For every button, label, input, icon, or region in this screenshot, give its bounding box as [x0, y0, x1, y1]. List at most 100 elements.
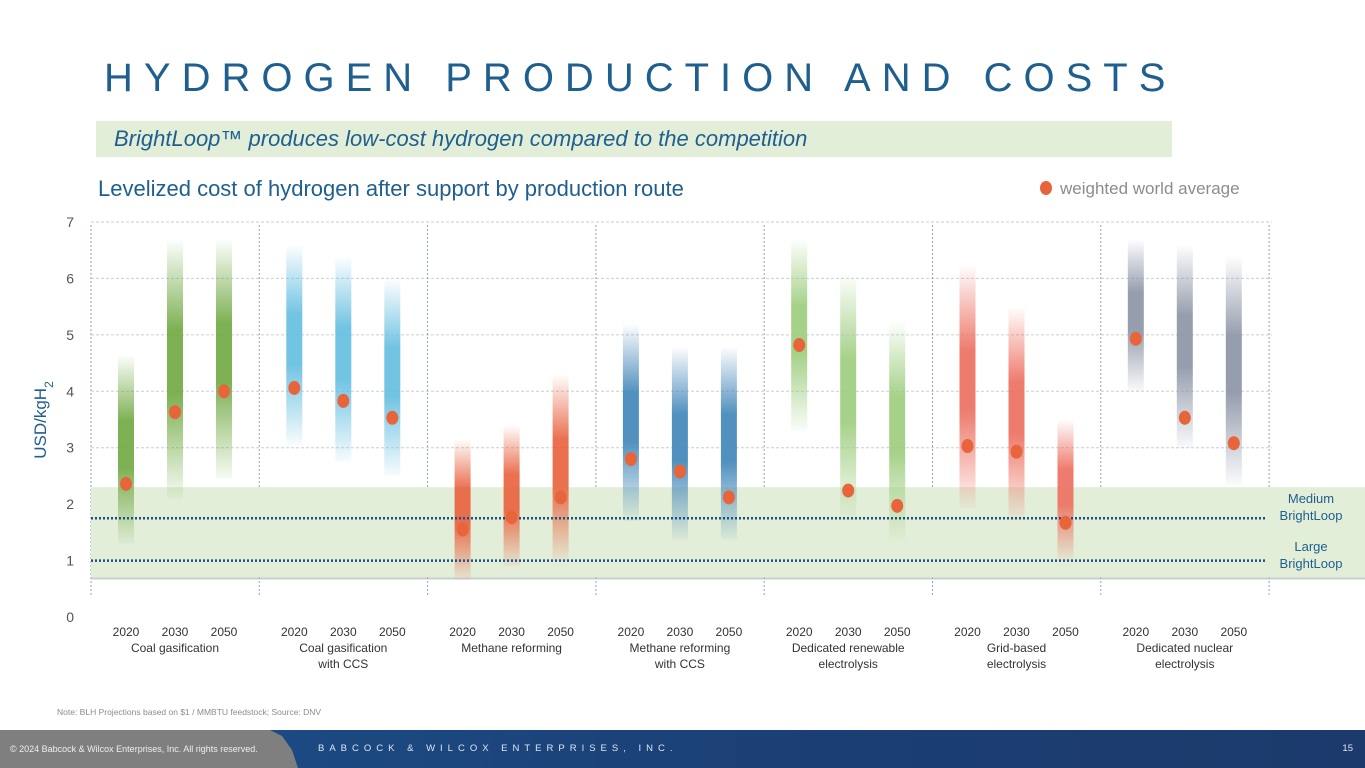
year-tick-label: 2020 [449, 625, 476, 639]
year-tick-label: 2050 [884, 625, 911, 639]
year-tick-label: 2050 [1220, 625, 1247, 639]
year-tick-label: 2030 [1171, 625, 1198, 639]
subtitle-text: BrightLoop™ produces low-cost hydrogen c… [114, 126, 808, 151]
range-bar [503, 425, 520, 567]
average-dot [505, 510, 518, 525]
category-label: Coal gasification [299, 641, 387, 655]
range-bar [1008, 306, 1025, 520]
average-dot [793, 338, 806, 353]
year-tick-label: 2020 [113, 625, 140, 639]
y-axis-label-subscript: 2 [42, 381, 56, 388]
range-bar [671, 346, 688, 540]
subtitle-banner: BrightLoop™ produces low-cost hydrogen c… [96, 121, 1172, 157]
average-dot [842, 483, 855, 498]
source-note: Note: BLH Projections based on $1 / MMBT… [57, 707, 322, 717]
label-line: Medium [1287, 491, 1335, 506]
category-label: Grid-based [987, 641, 1046, 655]
year-tick-label: 2050 [1052, 625, 1079, 639]
category-label: electrolysis [819, 657, 878, 671]
year-tick-label: 2020 [954, 625, 981, 639]
year-tick-label: 2030 [1003, 625, 1030, 639]
range-bar [1176, 244, 1193, 448]
legend-dot-icon [1040, 181, 1052, 195]
range-bar [216, 238, 232, 479]
average-dot [218, 384, 230, 399]
label-line: BrightLoop [1279, 556, 1343, 571]
average-dot [456, 522, 469, 537]
range-bar [791, 238, 808, 431]
category-label: Methane reforming [630, 641, 731, 655]
company-name: BABCOCK & WILCOX ENTERPRISES, INC. [318, 743, 678, 754]
y-tick-label: 4 [66, 383, 74, 399]
average-dot [386, 410, 399, 425]
average-dot [337, 393, 350, 408]
year-tick-label: 2020 [618, 625, 645, 639]
range-bar [1127, 238, 1144, 392]
range-bar [384, 278, 401, 476]
average-dot [1178, 410, 1191, 425]
y-tick-label: 2 [66, 496, 74, 512]
year-tick-label: 2030 [330, 625, 357, 639]
page-number: 15 [1342, 743, 1353, 754]
year-tick-label: 2050 [547, 625, 574, 639]
range-bar [1057, 419, 1074, 561]
year-tick-label: 2030 [498, 625, 525, 639]
y-tick-label: 5 [66, 327, 74, 343]
category-label: Coal gasification [131, 641, 219, 655]
large-brightloop-label: Large BrightLoop [1266, 538, 1356, 572]
average-dot [673, 464, 686, 479]
copyright: © 2024 Babcock & Wilcox Enterprises, Inc… [10, 744, 258, 754]
range-bar [167, 238, 183, 499]
category-label: electrolysis [1155, 657, 1214, 671]
y-tick-label: 3 [66, 440, 74, 456]
range-bar [118, 354, 134, 544]
range-bar [840, 272, 857, 520]
category-label: Dedicated renewable [792, 641, 905, 655]
average-dot [722, 490, 735, 505]
average-dot [891, 498, 904, 513]
average-dot [120, 476, 132, 491]
y-tick-label: 0 [66, 609, 74, 625]
page-title: HYDROGEN PRODUCTION AND COSTS [104, 56, 1177, 100]
range-bar [454, 439, 471, 581]
y-tick-label: 7 [66, 214, 74, 230]
range-bar [1225, 255, 1242, 485]
medium-brightloop-label: Medium BrightLoop [1266, 490, 1356, 524]
average-dot [1010, 444, 1023, 459]
year-tick-label: 2050 [716, 625, 743, 639]
range-bar [720, 346, 737, 540]
category-label: electrolysis [987, 657, 1046, 671]
label-line: BrightLoop [1279, 508, 1343, 523]
chart: 0 1 2 3 4 5 6 7 USD/kgH2 2020 2030 2050 Coal gasific… [31, 214, 1365, 671]
year-tick-label: 2020 [1122, 625, 1149, 639]
category-label: Methane reforming [461, 641, 562, 655]
legend-label: weighted world average [1060, 179, 1240, 198]
range-bar [889, 320, 906, 540]
y-axis-label: USD/kgH2 [31, 381, 56, 459]
category-label: Dedicated nuclear [1136, 641, 1233, 655]
footer: © 2024 Babcock & Wilcox Enterprises, Inc… [0, 730, 1365, 768]
average-dot [1227, 436, 1240, 451]
range-bar [286, 244, 303, 445]
range-bar [552, 374, 569, 561]
year-tick-label: 2030 [835, 625, 862, 639]
category-label: with CCS [317, 657, 368, 671]
range-bar [335, 255, 352, 462]
range-bar [959, 264, 976, 509]
category-label: with CCS [654, 657, 705, 671]
chart-title: Levelized cost of hydrogen after support… [98, 176, 684, 201]
range-bar [622, 323, 639, 522]
average-dot [169, 405, 181, 420]
average-dot [288, 380, 301, 395]
average-dot [1059, 515, 1072, 530]
y-tick-label: 1 [66, 553, 74, 569]
legend: weighted world average [1040, 179, 1240, 199]
average-dot [1129, 331, 1142, 346]
year-tick-label: 2030 [667, 625, 694, 639]
label-line: Large [1294, 539, 1328, 554]
year-tick-label: 2030 [162, 625, 189, 639]
average-dot [624, 452, 637, 466]
average-dot [554, 490, 567, 505]
average-dot [961, 439, 974, 454]
year-tick-label: 2020 [281, 625, 308, 639]
